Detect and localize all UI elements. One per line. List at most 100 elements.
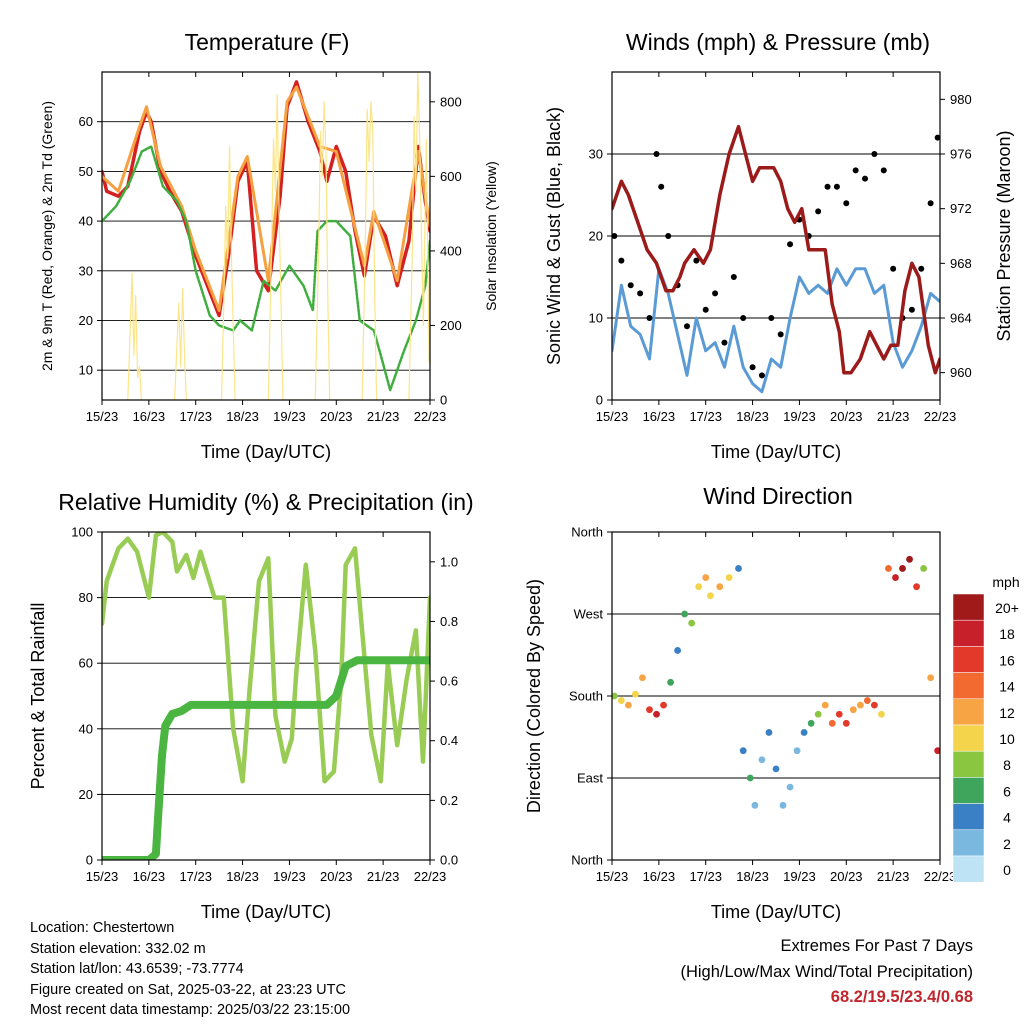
colorbar-swatch xyxy=(952,646,985,673)
series-line-solar-insolation xyxy=(127,72,430,400)
y2-tick-label: 600 xyxy=(440,169,462,184)
wind-direction-point xyxy=(779,801,787,809)
y2-tick-label: 0 xyxy=(440,393,447,408)
gust-point xyxy=(833,183,840,190)
gust-point xyxy=(768,315,775,321)
x-tick-label: 20/23 xyxy=(320,869,353,884)
series-line-total-precipitation xyxy=(102,656,430,860)
wind-direction-point xyxy=(786,783,794,791)
y-axis-label: 2m & 9m T (Red, Orange) & 2m Td (Green) xyxy=(39,101,55,371)
x-tick-label: 20/23 xyxy=(320,409,353,424)
x-tick-label: 16/23 xyxy=(133,409,166,424)
x-tick-label: 15/23 xyxy=(596,409,629,424)
series-line-2m-t xyxy=(102,80,430,318)
y2-tick-label: 0.4 xyxy=(440,733,458,748)
x-tick-label: 19/23 xyxy=(783,869,816,884)
x-tick-label: 17/23 xyxy=(689,409,722,424)
gust-point xyxy=(787,241,794,248)
gust-point xyxy=(843,200,850,207)
x-tick-label: 19/23 xyxy=(273,409,306,424)
y2-tick-label: 0.8 xyxy=(440,614,458,629)
speed-colorbar: mph 20+ 18 16 14 12 10 8 6 4 2 0 xyxy=(952,574,1020,883)
panel-3: Relative Humidity (%) & Precipitation (i… xyxy=(28,489,474,922)
y2-tick-label: 0.6 xyxy=(440,674,458,689)
gust-point xyxy=(618,257,625,264)
wind-direction-point xyxy=(863,697,871,704)
gust-point xyxy=(740,315,747,321)
y-tick-label: 30 xyxy=(589,147,603,162)
y2-tick-label: 968 xyxy=(950,256,972,271)
gust-point xyxy=(749,364,756,371)
gust-point xyxy=(627,282,634,289)
wind-direction-point xyxy=(765,729,773,736)
colorbar-label: 4 xyxy=(1003,810,1011,826)
x-tick-label: 22/23 xyxy=(414,409,447,424)
gust-point xyxy=(824,183,831,190)
wind-direction-point xyxy=(632,690,639,698)
x-tick-label: 18/23 xyxy=(736,869,769,884)
panel-2: Winds (mph) & Pressure (mb) Time (Day/UTC… xyxy=(544,29,1014,462)
x-tick-label: 17/23 xyxy=(689,869,722,884)
y-tick-label: 0 xyxy=(86,853,93,868)
x-tick-label: 15/23 xyxy=(86,409,119,424)
series-group xyxy=(612,555,940,809)
y-tick-label: West xyxy=(574,607,604,622)
wind-direction-point xyxy=(625,701,632,709)
y2-tick-label: 976 xyxy=(950,147,972,162)
plot-area: 0 20 40 60 80 100 0.0 0.2 0.4 0.6 0.8 1.0 15/23 16/23… xyxy=(71,525,458,885)
wind-direction-point xyxy=(716,583,724,591)
gust-point xyxy=(730,274,737,280)
x-tick-label: 20/23 xyxy=(830,409,863,424)
y2-tick-label: 980 xyxy=(950,92,972,107)
panel-title: Relative Humidity (%) & Precipitation (i… xyxy=(58,489,473,515)
extremes-title: Extremes For Past 7 Days xyxy=(780,937,973,955)
gust-point xyxy=(862,175,869,182)
y-tick-label: South xyxy=(569,689,603,704)
x-tick-label: 20/23 xyxy=(830,869,863,884)
wind-direction-point xyxy=(667,678,674,686)
y-tick-label: East xyxy=(577,771,603,786)
wind-direction-point xyxy=(758,756,766,764)
x-axis-label: Time (Day/UTC) xyxy=(201,442,331,462)
plot-frame xyxy=(611,531,941,861)
x-tick-label: 17/23 xyxy=(179,409,212,424)
station-location: Location: Chestertown xyxy=(30,920,175,936)
x-tick-label: 15/23 xyxy=(596,869,629,884)
wind-direction-point xyxy=(821,701,829,709)
wind-direction-point xyxy=(835,710,843,718)
wind-direction-point xyxy=(739,747,747,755)
y-tick-label: 40 xyxy=(79,214,93,229)
x-tick-label: 15/23 xyxy=(86,869,119,884)
colorbar-label: 14 xyxy=(999,679,1015,695)
colorbar-label: 18 xyxy=(999,626,1015,642)
wind-direction-point xyxy=(856,701,864,709)
panel-title: Temperature (F) xyxy=(185,29,350,55)
gust-point xyxy=(712,290,719,297)
y-tick-label: 20 xyxy=(79,313,93,328)
y-axis-label: Percent & Total Rainfall xyxy=(28,603,48,790)
wind-direction-point xyxy=(892,574,899,581)
wind-direction-point xyxy=(674,647,681,654)
gust-point xyxy=(890,265,897,272)
gust-point xyxy=(908,306,915,313)
panel-1: Temperature (F) Time (Day/UTC) 2m & 9m T (… xyxy=(39,29,499,462)
wind-direction-point xyxy=(871,701,878,709)
gust-point xyxy=(852,167,859,174)
x-tick-label: 16/23 xyxy=(643,409,676,424)
x-tick-label: 18/23 xyxy=(736,409,769,424)
colorbar-swatch xyxy=(952,829,985,857)
gust-point xyxy=(934,134,940,141)
series-group xyxy=(102,72,430,400)
y2-tick-label: 1.0 xyxy=(440,554,458,569)
y-tick-label: 0 xyxy=(596,393,603,408)
wind-direction-point xyxy=(646,706,653,714)
x-tick-label: 21/23 xyxy=(877,409,910,424)
y2-tick-label: 800 xyxy=(440,94,462,109)
colorbar-swatch xyxy=(952,672,985,700)
gust-point xyxy=(871,151,878,157)
wind-direction-point xyxy=(878,710,885,718)
y-tick-label: 50 xyxy=(79,164,93,179)
gust-point xyxy=(665,233,672,239)
plot-area: 0 10 20 30 960 964 968 972 976 980 15/23 16/23 17/23… xyxy=(589,72,972,424)
